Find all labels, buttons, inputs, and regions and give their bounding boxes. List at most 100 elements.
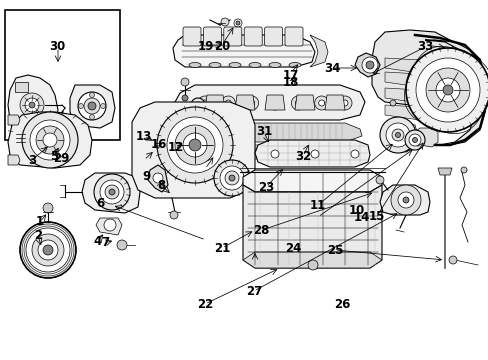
Circle shape xyxy=(20,93,44,117)
Polygon shape xyxy=(15,82,28,92)
Circle shape xyxy=(402,197,408,203)
Circle shape xyxy=(214,160,249,196)
Text: 11: 11 xyxy=(309,199,325,212)
Polygon shape xyxy=(264,95,285,110)
Text: 14: 14 xyxy=(353,211,369,224)
Circle shape xyxy=(210,106,219,114)
Circle shape xyxy=(213,108,216,112)
Polygon shape xyxy=(243,170,381,192)
FancyBboxPatch shape xyxy=(224,27,241,46)
Text: 2: 2 xyxy=(34,229,42,242)
Polygon shape xyxy=(204,95,224,110)
Circle shape xyxy=(448,256,456,264)
Text: 20: 20 xyxy=(214,40,230,53)
Text: 10: 10 xyxy=(348,204,365,217)
Text: 32: 32 xyxy=(294,150,311,163)
Circle shape xyxy=(104,219,116,231)
Circle shape xyxy=(79,104,83,108)
Circle shape xyxy=(379,117,415,153)
Circle shape xyxy=(43,203,53,213)
Polygon shape xyxy=(254,140,369,167)
Polygon shape xyxy=(325,95,345,110)
Ellipse shape xyxy=(189,63,201,68)
Circle shape xyxy=(248,100,254,106)
Circle shape xyxy=(20,222,76,278)
Polygon shape xyxy=(384,72,449,87)
Circle shape xyxy=(207,103,222,117)
Polygon shape xyxy=(354,53,379,77)
Circle shape xyxy=(460,167,466,173)
Circle shape xyxy=(101,104,105,108)
Ellipse shape xyxy=(208,63,221,68)
Circle shape xyxy=(395,132,400,138)
Circle shape xyxy=(189,139,201,151)
Circle shape xyxy=(88,102,96,110)
Circle shape xyxy=(307,260,317,270)
Circle shape xyxy=(221,96,235,110)
Circle shape xyxy=(270,150,279,158)
Polygon shape xyxy=(379,185,429,215)
Circle shape xyxy=(361,57,377,73)
FancyBboxPatch shape xyxy=(183,27,201,46)
Circle shape xyxy=(375,176,383,184)
Polygon shape xyxy=(414,128,437,147)
Polygon shape xyxy=(8,112,92,168)
Circle shape xyxy=(100,180,124,204)
Circle shape xyxy=(365,61,373,69)
Circle shape xyxy=(397,192,413,208)
Polygon shape xyxy=(8,155,20,165)
Text: 26: 26 xyxy=(333,298,350,311)
Text: 31: 31 xyxy=(255,125,272,138)
Circle shape xyxy=(236,21,240,25)
Polygon shape xyxy=(384,105,449,120)
Polygon shape xyxy=(177,123,361,142)
Circle shape xyxy=(337,96,351,110)
Polygon shape xyxy=(96,218,122,235)
Circle shape xyxy=(150,145,160,155)
Circle shape xyxy=(295,100,301,106)
Circle shape xyxy=(43,133,57,147)
Ellipse shape xyxy=(288,63,301,68)
Polygon shape xyxy=(235,95,254,110)
FancyBboxPatch shape xyxy=(203,27,221,46)
Circle shape xyxy=(415,58,479,122)
Text: 25: 25 xyxy=(326,244,343,257)
Circle shape xyxy=(220,166,244,190)
Circle shape xyxy=(153,173,163,183)
Text: 27: 27 xyxy=(245,285,262,298)
Text: 13: 13 xyxy=(136,130,152,143)
Circle shape xyxy=(89,114,94,120)
Polygon shape xyxy=(294,95,314,110)
Circle shape xyxy=(38,240,58,260)
Circle shape xyxy=(30,120,70,160)
Circle shape xyxy=(78,92,106,120)
Circle shape xyxy=(228,175,235,181)
Circle shape xyxy=(341,100,347,106)
Circle shape xyxy=(32,234,64,266)
Polygon shape xyxy=(180,145,359,149)
Text: 1: 1 xyxy=(36,215,44,228)
Text: 5: 5 xyxy=(50,150,58,163)
Circle shape xyxy=(350,150,358,158)
Polygon shape xyxy=(424,40,484,145)
Polygon shape xyxy=(309,35,327,67)
Polygon shape xyxy=(384,58,449,73)
Text: 29: 29 xyxy=(53,152,69,165)
Polygon shape xyxy=(175,85,364,120)
Text: 22: 22 xyxy=(197,298,213,311)
Circle shape xyxy=(224,171,239,185)
Text: 17: 17 xyxy=(282,69,299,82)
Circle shape xyxy=(234,19,242,27)
Text: 9: 9 xyxy=(142,170,150,183)
Polygon shape xyxy=(173,35,314,67)
Text: 28: 28 xyxy=(253,224,269,237)
Circle shape xyxy=(89,93,94,98)
Circle shape xyxy=(404,130,424,150)
Polygon shape xyxy=(180,150,359,153)
Circle shape xyxy=(425,68,469,112)
Circle shape xyxy=(433,100,439,106)
Circle shape xyxy=(408,134,420,146)
Circle shape xyxy=(22,112,78,168)
Circle shape xyxy=(43,245,53,255)
Circle shape xyxy=(442,85,452,95)
